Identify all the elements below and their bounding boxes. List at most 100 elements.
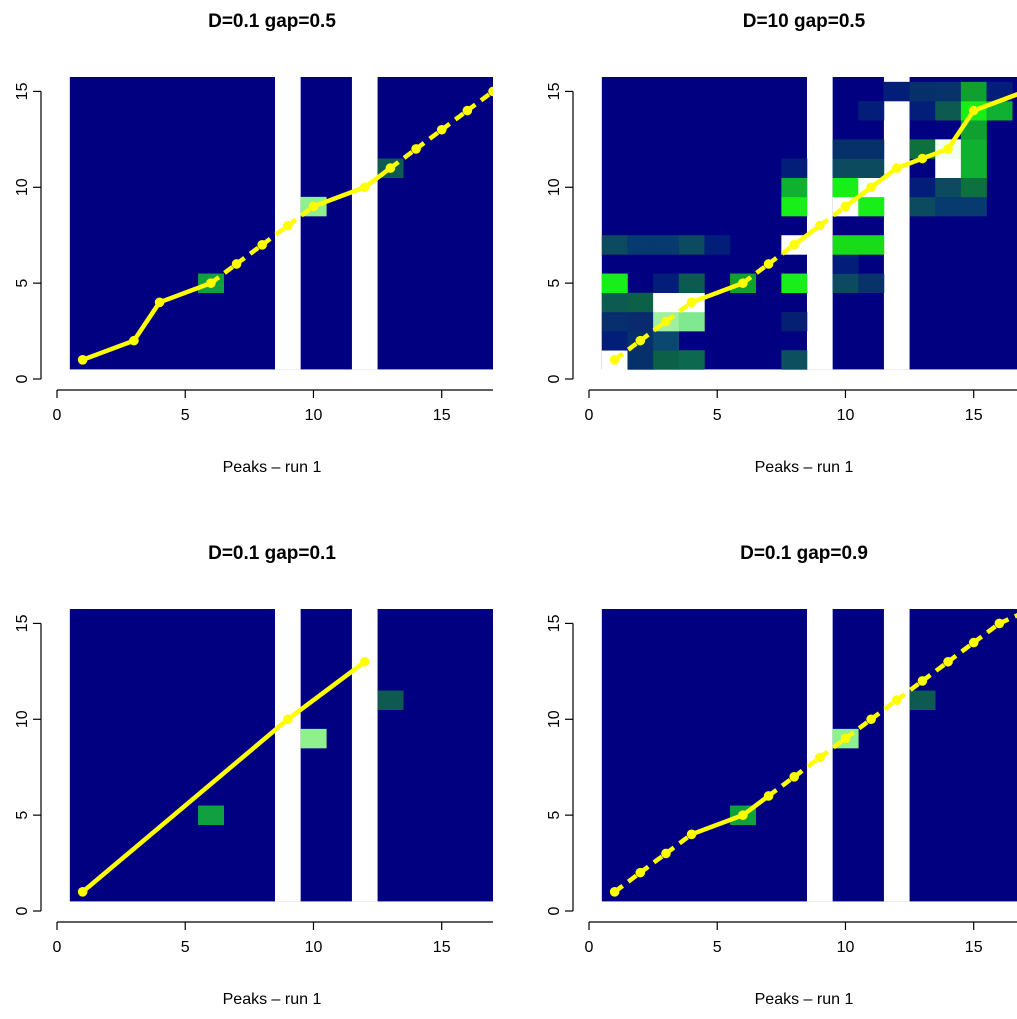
alignment-path-segment xyxy=(818,204,847,228)
alignment-path-segment xyxy=(972,92,1017,113)
x-tick-label: 5 xyxy=(713,939,722,956)
alignment-point xyxy=(686,297,697,308)
alignment-path-segment xyxy=(741,262,770,285)
alignment-point xyxy=(488,86,493,97)
alignment-point xyxy=(129,335,139,346)
heatmap-cell xyxy=(935,101,962,121)
x-tick-label: 10 xyxy=(305,407,323,424)
alignment-path-segment xyxy=(946,109,976,151)
plot-area xyxy=(601,609,1017,902)
heatmap-cell xyxy=(781,273,808,294)
x-tick-label: 15 xyxy=(433,939,451,956)
alignment-path-segment xyxy=(664,832,693,856)
heatmap-cell xyxy=(627,292,654,313)
y-tick-label: 5 xyxy=(546,279,563,288)
alignment-point xyxy=(917,153,928,164)
x-axis-label: Peaks – run 1 xyxy=(755,459,854,476)
x-axis-label: Peaks – run 1 xyxy=(223,991,322,1008)
heatmap-cell xyxy=(883,81,910,102)
heatmap-cell xyxy=(935,81,962,102)
heatmap-cell xyxy=(909,177,936,198)
x-tick-label: 15 xyxy=(965,939,983,956)
heatmap-cell xyxy=(601,273,628,294)
heatmap-cell xyxy=(960,120,987,140)
alignment-point xyxy=(840,201,851,212)
alignment-point xyxy=(609,355,620,365)
heatmap-cell xyxy=(653,235,680,255)
alignment-path-segment xyxy=(81,717,290,894)
alignment-point xyxy=(738,810,748,820)
heatmap-cell xyxy=(653,350,680,370)
alignment-path-segment xyxy=(972,621,1001,645)
alignment-path-segment xyxy=(209,262,238,285)
alignment-point xyxy=(359,182,370,193)
heatmap-cell xyxy=(601,292,628,313)
alignment-point xyxy=(609,887,620,897)
y-tick-label: 15 xyxy=(14,82,31,100)
heatmap-gap-column xyxy=(351,77,378,370)
y-tick-label: 10 xyxy=(14,178,31,196)
heatmap-cell xyxy=(678,273,705,294)
heatmap-cell xyxy=(858,196,885,217)
heatmap-cell xyxy=(601,311,628,332)
alignment-path-segment xyxy=(792,223,822,247)
heatmap-gap-column xyxy=(351,609,378,902)
alignment-path-segment xyxy=(132,301,162,342)
alignment-point xyxy=(891,695,902,705)
heatmap-cell xyxy=(960,158,987,178)
alignment-path-segment xyxy=(869,698,899,722)
alignment-path-segment xyxy=(312,185,366,209)
alignment-point xyxy=(411,144,421,154)
heatmap-cell xyxy=(986,101,1013,121)
alignment-point xyxy=(943,144,953,154)
heatmap-cell xyxy=(832,273,859,294)
y-tick-label: 5 xyxy=(14,279,31,288)
heatmap-cell xyxy=(781,196,808,217)
alignment-point xyxy=(661,316,671,327)
y-tick-label: 15 xyxy=(14,614,31,632)
x-tick-label: 10 xyxy=(837,939,855,956)
heatmap-cell xyxy=(781,177,808,198)
heatmap-cell xyxy=(935,177,962,198)
alignment-point xyxy=(815,220,825,231)
alignment-path-segment xyxy=(613,870,642,894)
heatmap-cell xyxy=(909,101,936,121)
heatmap-cell xyxy=(935,196,962,217)
x-tick-label: 15 xyxy=(965,407,983,424)
alignment-point xyxy=(635,335,646,346)
heatmap-cell xyxy=(678,235,705,255)
alignment-path-segment xyxy=(414,127,444,151)
heatmap-cell xyxy=(781,350,808,370)
alignment-point xyxy=(385,163,396,173)
alignment-point xyxy=(968,105,979,116)
alignment-point xyxy=(789,239,799,250)
x-tick-label: 5 xyxy=(181,939,190,956)
alignment-path-segment xyxy=(664,300,693,324)
alignment-point xyxy=(283,714,293,725)
y-tick-label: 0 xyxy=(14,906,31,915)
heatmap-cell xyxy=(678,311,705,332)
alignment-point xyxy=(436,124,447,135)
alignment-point xyxy=(917,676,928,686)
x-tick-label: 10 xyxy=(305,939,323,956)
plot-area xyxy=(69,77,493,370)
x-tick-label: 5 xyxy=(713,407,722,424)
alignment-path-segment xyxy=(818,736,847,760)
alignment-point xyxy=(231,259,242,269)
alignment-point xyxy=(943,656,953,667)
alignment-path-segment xyxy=(792,755,822,779)
heatmap-gap-column xyxy=(883,609,910,902)
y-tick-label: 10 xyxy=(546,710,563,728)
alignment-path-segment xyxy=(844,717,873,741)
alignment-path-segment xyxy=(235,242,264,266)
alignment-point xyxy=(661,848,671,859)
x-tick-label: 0 xyxy=(585,939,594,956)
x-tick-label: 10 xyxy=(837,407,855,424)
alignment-path-segment xyxy=(466,89,493,113)
heatmap-cell xyxy=(704,235,731,255)
heatmap-cell xyxy=(198,805,225,826)
heatmap-cell xyxy=(627,311,654,332)
alignment-path-segment xyxy=(946,640,976,664)
alignment-path-segment xyxy=(363,166,392,190)
heatmap-cell xyxy=(832,139,859,159)
